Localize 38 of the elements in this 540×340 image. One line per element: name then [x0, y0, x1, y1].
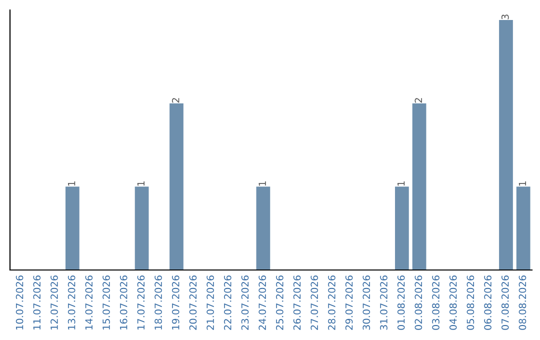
x-tick-label: 22.07.2026 [224, 275, 232, 330]
x-tick-label: 05.08.2026 [466, 275, 474, 330]
x-tick-label: 24.07.2026 [258, 275, 266, 330]
x-tick-label: 26.07.2026 [293, 275, 301, 330]
x-tick-label: 17.07.2026 [137, 275, 145, 330]
data-label: 1 [137, 181, 144, 186]
data-label: 2 [172, 98, 180, 103]
x-tick-label: 13.07.2026 [68, 275, 76, 330]
x-tick-label: 23.07.2026 [241, 275, 249, 330]
data-label: 1 [518, 181, 526, 186]
data-label: 1 [398, 181, 405, 186]
x-tick-label: 28.07.2026 [328, 275, 336, 330]
x-tick-label: 12.07.2026 [50, 275, 58, 330]
x-tick-label: 18.07.2026 [154, 275, 162, 330]
x-tick-label: 27.07.2026 [310, 275, 318, 330]
x-tick-label: 02.08.2026 [414, 275, 422, 330]
x-tick-label: 10.07.2026 [16, 275, 24, 330]
data-label: 2 [414, 98, 422, 103]
x-tick-label: 04.08.2026 [449, 275, 457, 330]
x-tick-label: 30.07.2026 [362, 275, 370, 330]
x-tick-label: 29.07.2026 [345, 275, 353, 330]
x-tick-label: 15.07.2026 [102, 275, 110, 330]
x-tick-label: 21.07.2026 [206, 275, 214, 330]
x-tick-label: 07.08.2026 [501, 275, 509, 330]
x-tick-label: 03.08.2026 [432, 275, 440, 330]
data-label: 3 [501, 14, 509, 20]
x-tick-label: 11.07.2026 [33, 275, 41, 330]
data-label: 1 [258, 181, 266, 186]
x-tick-label: 01.08.2026 [397, 275, 405, 330]
x-tick-label: 08.08.2026 [518, 275, 526, 330]
x-tick-label: 16.07.2026 [120, 275, 128, 330]
data-label: 1 [68, 181, 76, 186]
x-tick-label: 25.07.2026 [276, 275, 284, 330]
x-tick-label: 19.07.2026 [172, 275, 180, 330]
x-tick-label: 06.08.2026 [484, 275, 492, 330]
x-tick-label: 31.07.2026 [380, 275, 388, 330]
x-tick-label: 20.07.2026 [189, 275, 197, 330]
x-tick-label: 14.07.2026 [85, 275, 93, 330]
